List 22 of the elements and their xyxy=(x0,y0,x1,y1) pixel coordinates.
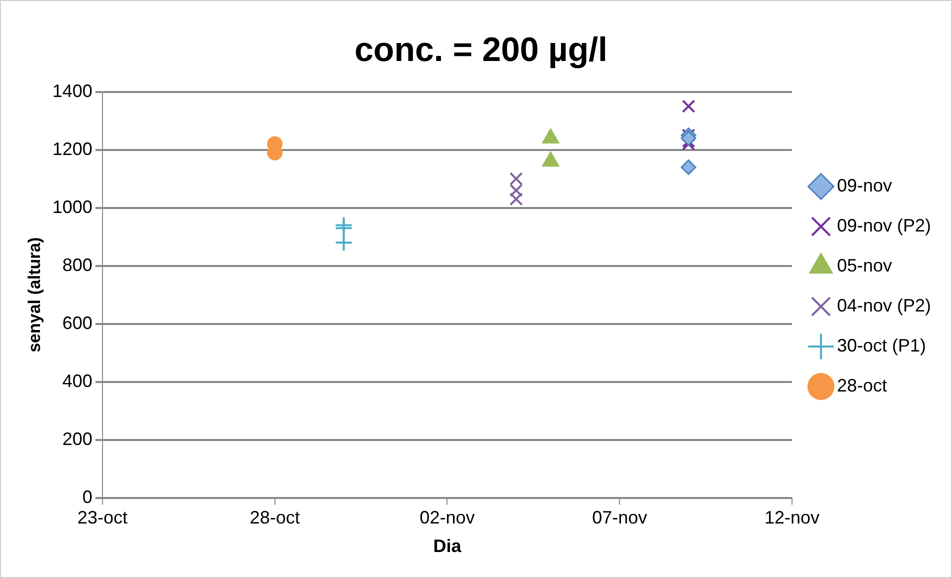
y-tick-label: 0 xyxy=(82,486,92,507)
chart-title: conc. = 200 µg/l xyxy=(354,30,608,69)
legend-label: 04-nov (P2) xyxy=(836,295,932,316)
legend-label: 05-nov xyxy=(836,255,892,276)
legend-label: 30-oct (P1) xyxy=(836,335,926,356)
x-tick-label: 23-oct xyxy=(77,508,128,528)
y-tick-label: 400 xyxy=(62,370,92,391)
x-tick-label: 07-nov xyxy=(592,508,648,528)
legend-label: 09-nov (P2) xyxy=(836,215,932,236)
legend-label: 28-oct xyxy=(836,375,887,396)
y-tick-label: 1200 xyxy=(52,138,92,159)
y-tick-label: 1000 xyxy=(52,196,92,217)
y-tick-label: 1400 xyxy=(52,80,92,101)
x-tick-label: 12-nov xyxy=(764,508,820,528)
y-axis-title: senyal (altura) xyxy=(24,237,44,352)
legend-label: 09-nov xyxy=(836,175,892,196)
y-tick-label: 600 xyxy=(62,312,92,333)
x-axis-title: Dia xyxy=(433,536,462,556)
y-tick-label: 200 xyxy=(62,428,92,449)
x-tick-label: 02-nov xyxy=(420,508,475,528)
y-tick-label: 800 xyxy=(62,254,92,275)
x-tick-label: 28-oct xyxy=(250,508,300,528)
